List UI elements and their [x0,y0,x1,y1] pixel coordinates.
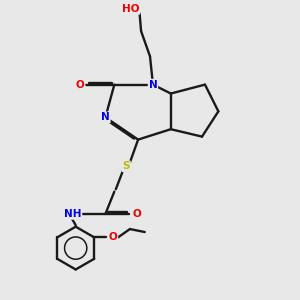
Text: O: O [109,232,117,242]
Text: O: O [76,80,85,90]
Text: N: N [148,80,157,90]
Text: NH: NH [64,209,82,219]
Text: S: S [122,161,130,171]
Text: HO: HO [122,4,140,14]
Text: O: O [132,209,141,219]
Text: N: N [101,112,110,122]
